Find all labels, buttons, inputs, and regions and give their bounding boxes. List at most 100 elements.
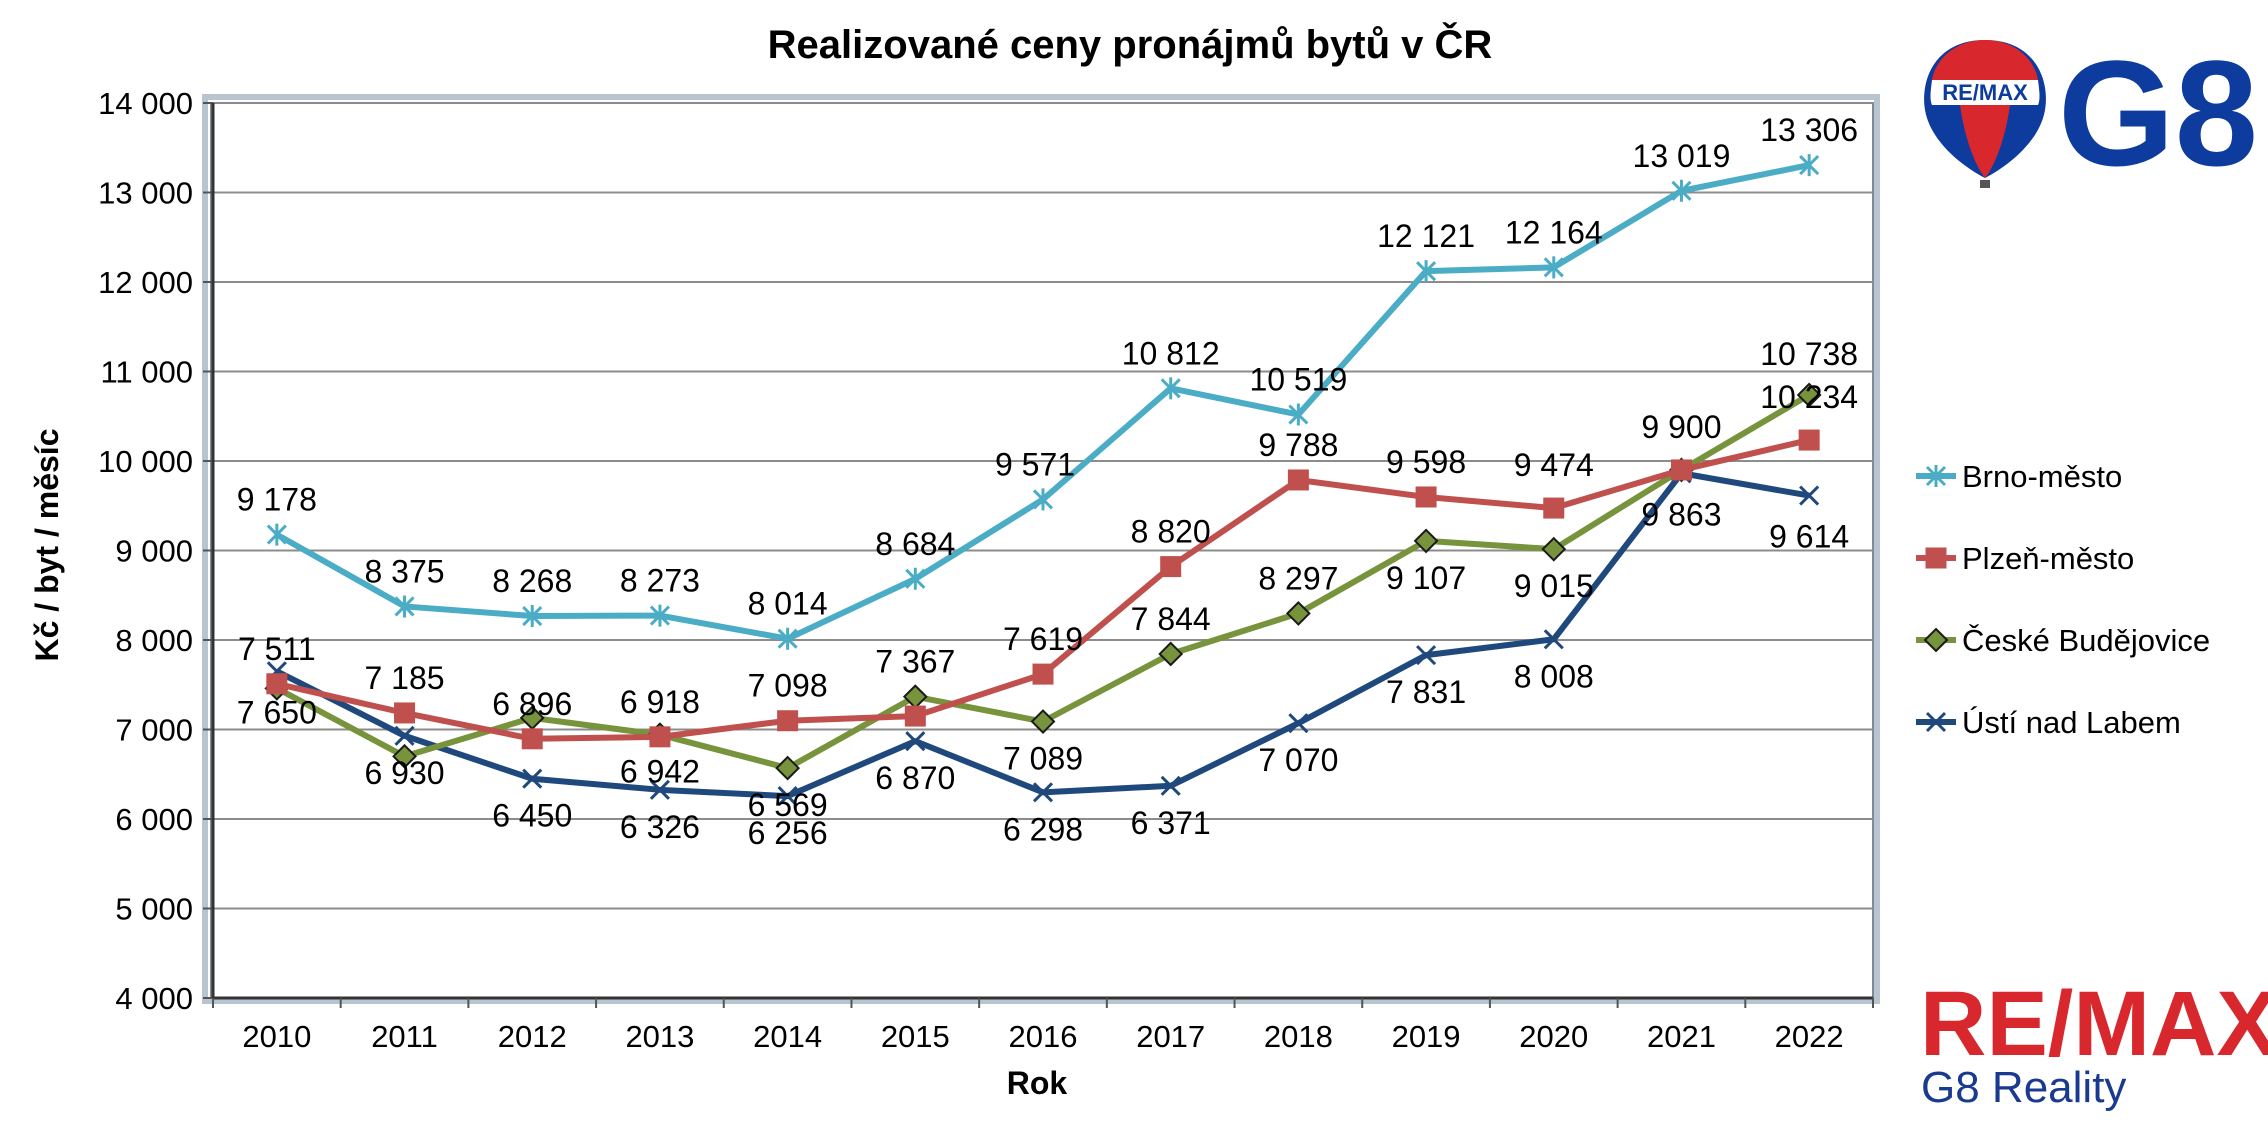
marker-x [1160,775,1181,796]
marker-square [1543,497,1565,519]
marker-asterisk [394,595,415,618]
x-tick-label: 2011 [371,1019,438,1054]
data-label: 8 820 [1131,514,1211,550]
marker-asterisk [1925,465,1947,487]
data-label: 7 831 [1386,674,1466,710]
marker-x [522,768,543,789]
data-label: 6 930 [364,755,444,791]
data-label: 7 511 [238,631,316,667]
data-label: 9 863 [1641,496,1721,532]
y-tick-label: 10 000 [98,444,193,479]
x-tick-label: 2020 [1519,1019,1588,1054]
marker-asterisk [1416,260,1437,283]
marker-asterisk [905,567,926,590]
remax-subtitle: G8 Reality [1921,1063,2126,1112]
x-tick-label: 2014 [753,1019,822,1054]
marker-diamond [1413,528,1439,554]
data-label: 7 098 [748,668,828,704]
data-label: 9 571 [995,446,1075,482]
legend-label: Plzeň-město [1962,541,2134,576]
data-label: 9 900 [1641,409,1721,445]
data-label: 7 185 [364,660,444,696]
data-label: 9 474 [1514,447,1594,483]
data-label: 6 326 [620,809,700,845]
gridlines [213,102,1873,910]
y-tick-label: 11 000 [100,355,193,390]
y-tick-label: 7 000 [115,713,193,748]
data-label: 6 942 [620,754,700,790]
data-label: 7 089 [1003,741,1083,777]
x-tick-label: 2016 [1009,1019,1078,1054]
plot-frame [202,94,1880,1004]
marker-x [905,731,926,752]
x-tick-label: 2017 [1136,1019,1205,1054]
marker-x [1032,782,1054,803]
y-tick-label: 6 000 [115,802,193,837]
marker-asterisk [1032,488,1054,511]
data-label: 6 870 [875,760,955,796]
y-tick-label: 5 000 [115,892,193,927]
marker-asterisk [1799,154,1820,177]
data-label: 7 844 [1131,601,1211,637]
marker-square [777,710,799,732]
data-label: 12 164 [1505,214,1603,250]
data-label: 10 234 [1760,379,1858,415]
y-axis-ticks: 4 000 5 000 6 000 7 000 8 000 9 000 10 000 11 0… [98,86,1873,1016]
y-tick-label: 14 000 [98,86,193,121]
data-label: 7 619 [1003,621,1083,657]
data-label: 10 812 [1122,335,1220,371]
data-label: 9 015 [1514,568,1594,604]
data-label: 13 306 [1760,112,1858,148]
legend-label: České Budějovice [1962,623,2210,658]
marker-x [1543,629,1564,650]
y-tick-label: 13 000 [98,176,193,211]
x-tick-label: 2015 [881,1019,950,1054]
data-label: 9 598 [1386,444,1466,480]
data-label: 8 268 [492,563,572,599]
data-label: 7 367 [875,644,955,680]
marker-square [1287,469,1309,491]
marker-diamond [775,755,801,781]
marker-asterisk [1160,377,1181,400]
data-label: 7 070 [1258,742,1338,778]
marker-square [1415,486,1437,508]
data-label: 10 519 [1249,362,1347,398]
legend: Brno-město Plzeň-město České Budějovice Úst… [1916,459,2210,740]
data-labels: 9 178 8 375 8 268 8 273 8 014 8 684 9 571 10 81… [237,112,1858,851]
y-axis-title: Kč / byt / měsíc [29,429,65,662]
x-tick-label: 2022 [1775,1019,1844,1054]
marker-square [1798,429,1820,451]
y-tick-label: 9 000 [115,534,193,569]
marker-x [394,725,415,746]
marker-x [1799,485,1820,506]
data-label: 9 788 [1258,427,1338,463]
x-axis-ticks: 2010 2011 2012 2013 2014 2015 2016 2017 2018 2019… [212,998,1874,1054]
y-tick-label: 8 000 [115,623,193,658]
marker-x [649,779,670,800]
marker-asterisk [1543,256,1564,279]
marker-diamond [1541,536,1567,562]
marker-square [1925,547,1947,569]
marker-x [1925,711,1947,733]
data-label: 8 375 [364,553,444,589]
data-label: 6 371 [1131,805,1211,841]
data-label: 13 019 [1633,138,1731,174]
data-label: 9 614 [1769,519,1849,555]
marker-x [1416,645,1437,666]
data-label: 10 738 [1760,336,1858,372]
balloon-text: RE/MAX [1942,80,2028,105]
data-label: 12 121 [1377,218,1475,254]
marker-diamond [392,743,417,769]
g8-logo-text: G8 [2058,29,2258,197]
marker-diamond [1923,627,1949,653]
data-label: 8 297 [1258,560,1338,596]
marker-x [777,786,798,807]
data-label: 6 896 [492,686,572,722]
data-label: 6 256 [748,815,828,851]
x-tick-label: 2021 [1647,1019,1716,1054]
data-label: 9 178 [237,482,317,518]
x-axis-title: Rok [1007,1065,1068,1101]
data-label: 6 918 [620,684,700,720]
